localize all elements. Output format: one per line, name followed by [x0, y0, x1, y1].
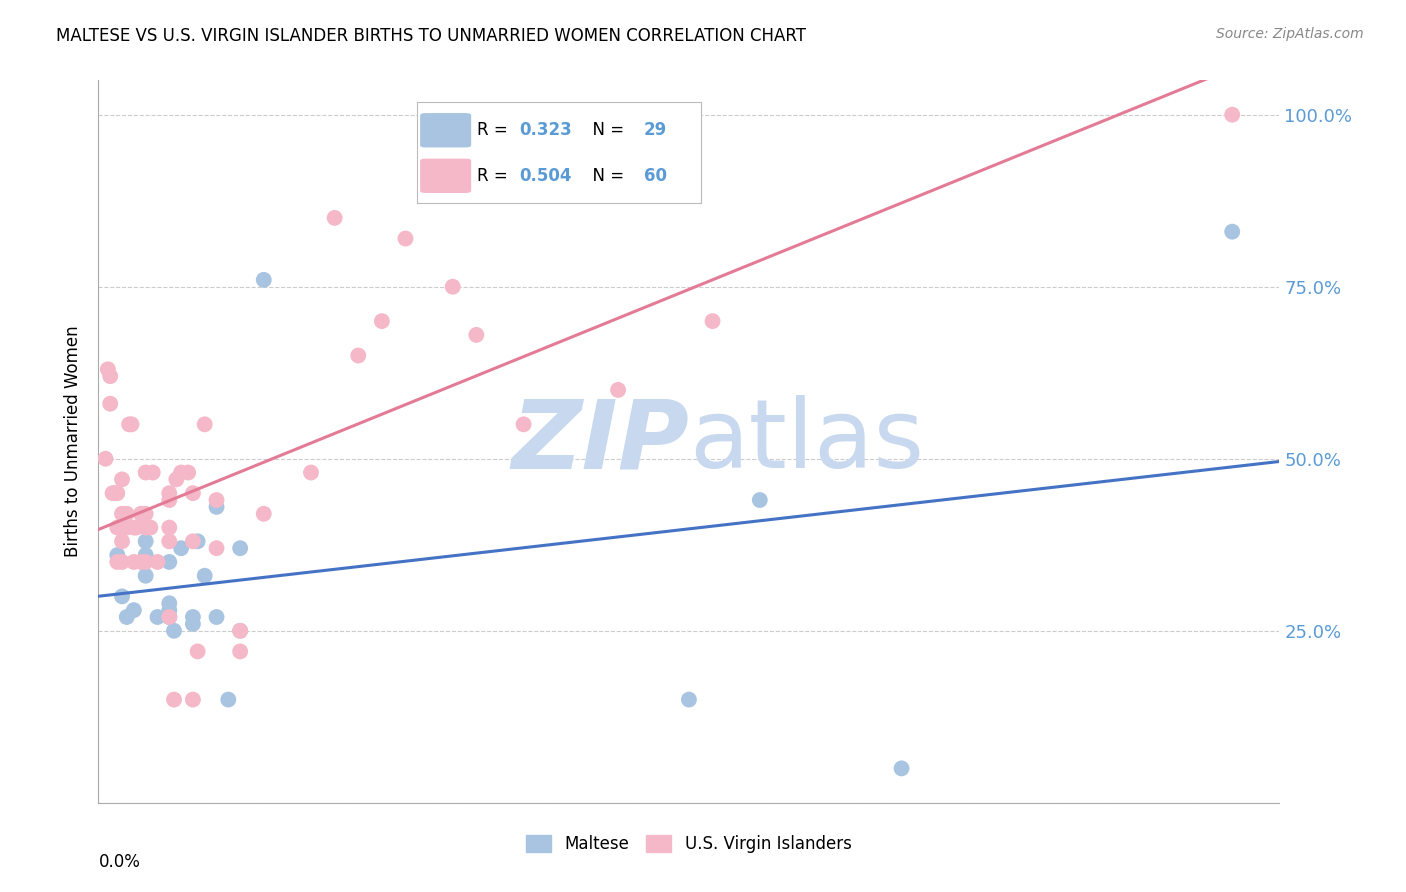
Point: [98, 369, 121, 384]
Point: [157, 596, 180, 610]
Point: [465, 327, 488, 342]
Point: [512, 417, 534, 432]
Point: [105, 486, 128, 500]
Point: [205, 541, 228, 556]
Point: [157, 610, 180, 624]
Point: [165, 472, 187, 486]
Point: [129, 555, 152, 569]
Point: [111, 590, 134, 604]
Point: [323, 211, 346, 225]
Point: [111, 555, 134, 569]
Point: [890, 761, 912, 775]
Point: [181, 534, 204, 549]
Point: [253, 273, 276, 287]
Point: [299, 466, 322, 480]
Point: [104, 486, 127, 500]
Point: [441, 279, 464, 293]
Text: MALTESE VS U.S. VIRGIN ISLANDER BIRTHS TO UNMARRIED WOMEN CORRELATION CHART: MALTESE VS U.S. VIRGIN ISLANDER BIRTHS T…: [56, 27, 806, 45]
Point: [253, 507, 276, 521]
Point: [135, 466, 157, 480]
Point: [157, 610, 180, 624]
Point: [135, 548, 157, 562]
Point: [607, 383, 630, 397]
Point: [97, 362, 120, 376]
Point: [170, 466, 193, 480]
Point: [125, 520, 148, 534]
Point: [229, 624, 252, 638]
Point: [122, 603, 145, 617]
Text: 0.0%: 0.0%: [98, 854, 141, 871]
Point: [194, 568, 217, 582]
Point: [157, 610, 180, 624]
Point: [181, 616, 204, 631]
Point: [118, 417, 141, 432]
Point: [229, 644, 252, 658]
Text: atlas: atlas: [689, 395, 924, 488]
Point: [702, 314, 724, 328]
Point: [205, 500, 228, 514]
Point: [98, 397, 121, 411]
Point: [187, 644, 209, 658]
Point: [135, 555, 157, 569]
Point: [122, 555, 145, 569]
Point: [181, 610, 204, 624]
Text: Source: ZipAtlas.com: Source: ZipAtlas.com: [1216, 27, 1364, 41]
Point: [135, 534, 157, 549]
Point: [157, 603, 180, 617]
Point: [205, 493, 228, 508]
Point: [170, 541, 193, 556]
Point: [135, 520, 157, 534]
Point: [135, 568, 157, 582]
Point: [115, 520, 138, 534]
Point: [163, 692, 186, 706]
Point: [111, 472, 134, 486]
Point: [111, 507, 134, 521]
Point: [205, 610, 228, 624]
Point: [135, 507, 157, 521]
Point: [229, 624, 252, 638]
Point: [157, 520, 180, 534]
Point: [194, 417, 217, 432]
Point: [157, 486, 180, 500]
Point: [418, 162, 440, 177]
Point: [229, 541, 252, 556]
Point: [105, 555, 128, 569]
Point: [101, 486, 124, 500]
Point: [371, 314, 394, 328]
Point: [678, 692, 700, 706]
Point: [122, 520, 145, 534]
Point: [142, 466, 165, 480]
Y-axis label: Births to Unmarried Women: Births to Unmarried Women: [65, 326, 83, 558]
Point: [157, 555, 180, 569]
Point: [181, 692, 204, 706]
Point: [121, 417, 143, 432]
Point: [394, 231, 416, 245]
Point: [181, 486, 204, 500]
Point: [187, 534, 209, 549]
Point: [347, 349, 370, 363]
Point: [129, 507, 152, 521]
Legend: Maltese, U.S. Virgin Islanders: Maltese, U.S. Virgin Islanders: [520, 828, 858, 860]
Point: [115, 610, 138, 624]
Point: [105, 548, 128, 562]
Point: [94, 451, 117, 466]
Point: [1220, 225, 1243, 239]
Point: [139, 520, 162, 534]
Point: [748, 493, 770, 508]
Point: [217, 692, 239, 706]
Point: [157, 493, 180, 508]
Point: [146, 555, 169, 569]
Point: [157, 534, 180, 549]
Point: [146, 610, 169, 624]
Point: [163, 624, 186, 638]
Point: [111, 534, 134, 549]
Point: [1220, 108, 1243, 122]
Point: [115, 507, 138, 521]
Point: [105, 520, 128, 534]
Text: ZIP: ZIP: [510, 395, 689, 488]
Point: [177, 466, 200, 480]
